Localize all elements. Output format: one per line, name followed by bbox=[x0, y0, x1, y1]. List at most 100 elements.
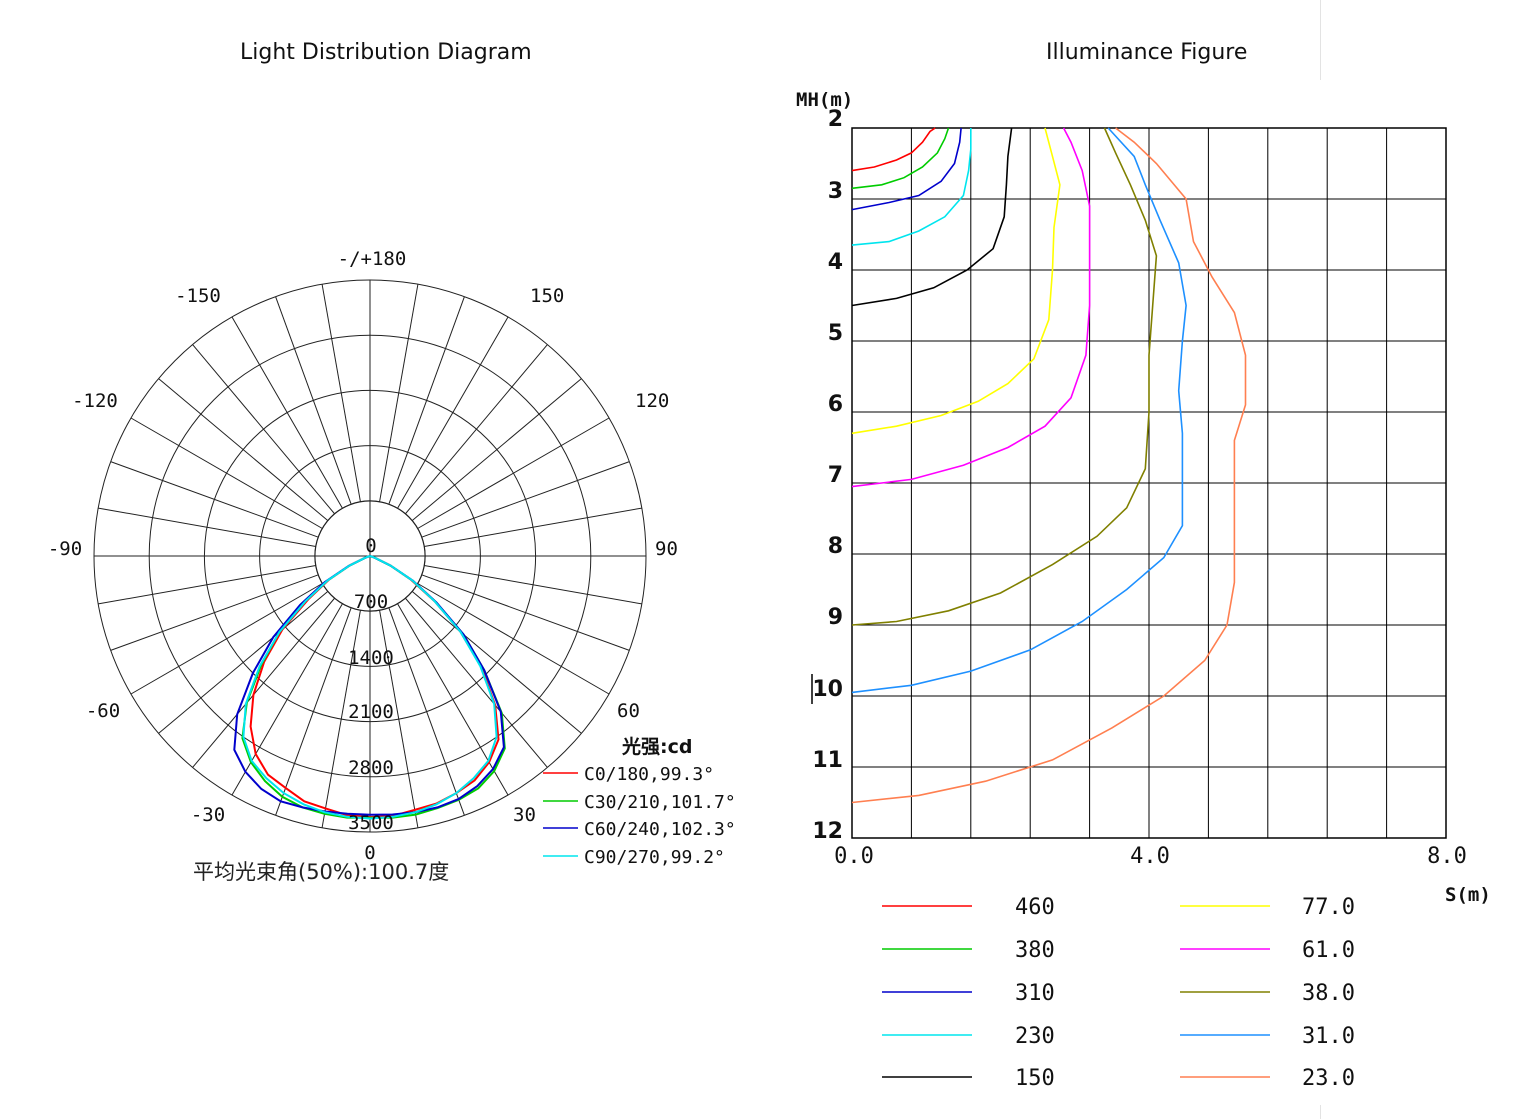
illuminance-chart-title: Illuminance Figure bbox=[1046, 40, 1248, 65]
polar-curve-c90 bbox=[242, 555, 498, 820]
illuminance-legend-entry: 77.0 bbox=[1302, 895, 1355, 920]
illuminance-legend-entry: 38.0 bbox=[1302, 981, 1355, 1006]
illuminance-y-axis-label: MH(m) bbox=[796, 89, 853, 111]
polar-spoke bbox=[110, 461, 319, 538]
illuminance-y-tick-label: 12 bbox=[812, 819, 843, 844]
illuminance-legend-entry: 23.0 bbox=[1302, 1066, 1355, 1091]
polar-ring-label: 2800 bbox=[348, 757, 394, 779]
polar-spoke bbox=[275, 607, 352, 816]
polar-angle-label: -120 bbox=[72, 390, 118, 412]
illuminance-curves bbox=[851, 127, 1247, 804]
polar-angle-label: 30 bbox=[513, 804, 536, 826]
polar-spoke bbox=[404, 344, 548, 515]
polar-angle-label: 90 bbox=[655, 538, 678, 560]
polar-ring-label: 1400 bbox=[348, 647, 394, 669]
illuminance-x-axis-label: S(m) bbox=[1445, 884, 1491, 906]
illuminance-y-tick-label: 11 bbox=[812, 748, 843, 773]
polar-spoke bbox=[417, 417, 610, 529]
illuminance-y-tick-label: 8 bbox=[828, 534, 843, 559]
illuminance-y-tick-label: 3 bbox=[828, 179, 843, 204]
polar-spoke bbox=[110, 574, 319, 651]
illuminance-curve-38.0 bbox=[851, 127, 1158, 626]
polar-angle-label: -30 bbox=[191, 804, 225, 826]
polar-angle-label: 150 bbox=[530, 285, 564, 307]
polar-spoke bbox=[98, 507, 316, 547]
polar-spoke bbox=[130, 583, 323, 695]
polar-spoke bbox=[379, 284, 419, 502]
polar-ring-label: 3500 bbox=[348, 812, 394, 834]
polar-spoke bbox=[130, 417, 323, 529]
illuminance-curve-310 bbox=[851, 127, 962, 211]
illuminance-curve-150 bbox=[851, 127, 1013, 307]
polar-spoke bbox=[397, 316, 509, 509]
polar-legend-title: 光强:cd bbox=[621, 735, 692, 758]
polar-footer-beam-angle: 平均光束角(50%):100.7度 bbox=[193, 860, 449, 884]
polar-ring-label: 2100 bbox=[348, 701, 394, 723]
polar-angle-label: -/+180 bbox=[338, 248, 407, 270]
illuminance-curve-31.0 bbox=[851, 127, 1187, 694]
polar-legend-entry: C90/270,99.2° bbox=[584, 847, 725, 868]
illuminance-y-tick-label: 10 bbox=[812, 677, 843, 702]
illuminance-curve-380 bbox=[851, 127, 950, 190]
illuminance-legend-entry: 61.0 bbox=[1302, 938, 1355, 963]
illuminance-y-tick-label: 2 bbox=[828, 107, 843, 132]
polar-spoke bbox=[231, 316, 343, 509]
polar-spoke bbox=[158, 378, 329, 522]
illuminance-legend-entry: 310 bbox=[1015, 981, 1055, 1006]
illuminance-legend: 460 380 310 230 150 77.0 61.0 38.0 31.0 23.0 bbox=[882, 895, 1355, 1091]
illuminance-curve-77.0 bbox=[851, 127, 1061, 435]
polar-ring-label: 0 bbox=[365, 535, 376, 557]
polar-labels: -/+180 150 120 90 60 30 0 -30 -60 -90 -120 -150 0 700… bbox=[48, 248, 678, 864]
polar-spoke bbox=[417, 583, 610, 695]
polar-spoke bbox=[421, 461, 630, 538]
polar-ring-label: 700 bbox=[354, 591, 388, 613]
illuminance-labels: MH(m) S(m) 2 3 4 5 6 7 8 9 10 11 120.0 4.0 8.0 bbox=[796, 89, 1491, 906]
polar-legend-entry: C60/240,102.3° bbox=[584, 819, 736, 840]
right-edge-divider-top bbox=[1320, 0, 1321, 80]
illuminance-x-tick-label: 0.0 bbox=[834, 844, 874, 869]
polar-angle-label: -90 bbox=[48, 538, 82, 560]
illuminance-y-tick-label: 5 bbox=[828, 321, 843, 346]
illuminance-legend-entry: 150 bbox=[1015, 1066, 1055, 1091]
illuminance-curve-460 bbox=[851, 127, 936, 172]
illuminance-y-tick-label: 7 bbox=[828, 463, 843, 488]
illuminance-legend-entry: 380 bbox=[1015, 938, 1055, 963]
illuminance-x-tick-label: 8.0 bbox=[1427, 844, 1467, 869]
polar-spoke bbox=[388, 296, 465, 505]
polar-spoke bbox=[275, 296, 352, 505]
polar-grid bbox=[93, 279, 647, 833]
polar-angle-label: 120 bbox=[635, 390, 669, 412]
polar-spoke bbox=[321, 610, 361, 828]
illuminance-x-tick-label: 4.0 bbox=[1130, 844, 1170, 869]
polar-legend-entry: C30/210,101.7° bbox=[584, 792, 736, 813]
polar-spoke bbox=[192, 344, 336, 515]
illuminance-legend-entry: 31.0 bbox=[1302, 1024, 1355, 1049]
illuminance-legend-entry: 230 bbox=[1015, 1024, 1055, 1049]
polar-angle-label: -150 bbox=[175, 285, 221, 307]
polar-spoke bbox=[424, 565, 642, 605]
polar-legend-entry: C0/180,99.3° bbox=[584, 764, 714, 785]
illuminance-y-tick-label: 9 bbox=[828, 605, 843, 630]
polar-angle-label: -60 bbox=[86, 700, 120, 722]
polar-spoke bbox=[411, 378, 582, 522]
polar-spoke bbox=[424, 507, 642, 547]
polar-spoke bbox=[388, 607, 465, 816]
illuminance-y-tick-label: 4 bbox=[828, 250, 843, 275]
polar-spoke bbox=[321, 284, 361, 502]
polar-legend: 光强:cd C0/180,99.3° C30/210,101.7° C60/240,1… bbox=[543, 735, 736, 868]
polar-spoke bbox=[379, 610, 419, 828]
polar-spoke bbox=[158, 590, 329, 734]
polar-angle-label: 60 bbox=[617, 700, 640, 722]
illuminance-grid bbox=[851, 127, 1447, 839]
polar-spoke bbox=[404, 597, 548, 768]
right-edge-divider-bottom bbox=[1320, 1105, 1321, 1119]
illuminance-curve-230 bbox=[851, 128, 972, 246]
illuminance-legend-entry: 460 bbox=[1015, 895, 1055, 920]
polar-curve-c60 bbox=[233, 555, 505, 816]
polar-curves bbox=[233, 555, 506, 820]
polar-spoke bbox=[98, 565, 316, 605]
illuminance-curve-61.0 bbox=[851, 127, 1091, 488]
polar-spoke bbox=[421, 574, 630, 651]
polar-chart-title: Light Distribution Diagram bbox=[240, 40, 532, 65]
